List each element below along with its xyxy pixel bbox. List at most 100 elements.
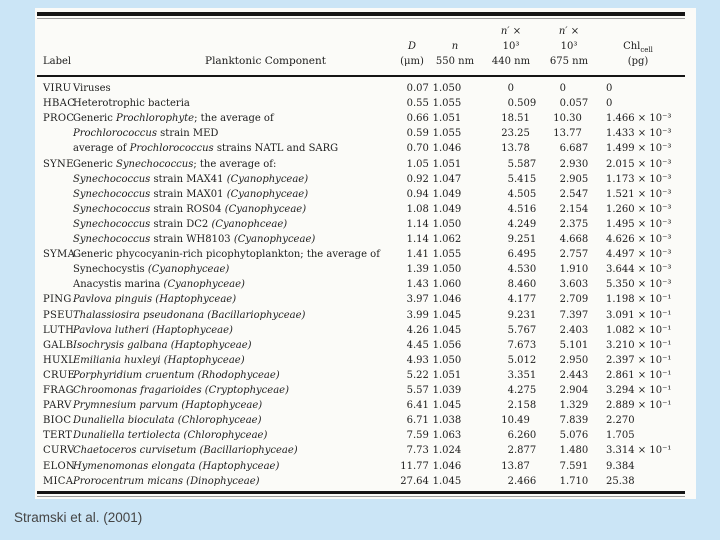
cell-n675: 1.910 bbox=[559, 264, 589, 276]
cell-chl: 0 bbox=[606, 83, 613, 94]
cell-chl: 1.466 × 10⁻³ bbox=[606, 113, 672, 125]
cell-n550: 1.060 bbox=[432, 279, 462, 291]
column-header-n440: n′ × 10³ 440 nm bbox=[491, 26, 531, 67]
cell-n440: 5.415 bbox=[507, 173, 537, 185]
table-top-rule bbox=[37, 12, 685, 16]
cell-d: 5.57 bbox=[406, 385, 429, 396]
cell-n675: 10.30 bbox=[553, 113, 582, 125]
cell-n675: 2.547 bbox=[559, 188, 589, 200]
cell-n550: 1.049 bbox=[432, 203, 462, 215]
cell-component: Synechococcus strain WH8103 (Cyanophycea… bbox=[73, 234, 316, 245]
cell-chl: 1.173 × 10⁻³ bbox=[606, 173, 672, 185]
table-row: MICA Prorocentrum micans (Dinophyceae) 27.… bbox=[35, 474, 696, 489]
cell-chl: 3.091 × 10⁻¹ bbox=[606, 309, 672, 321]
cell-component: Generic phycocyanin-rich picophytoplankt… bbox=[73, 249, 380, 261]
cell-n440: 0 bbox=[507, 83, 514, 94]
table-row: PSEU Thalassiosira pseudonana (Bacillario… bbox=[35, 308, 696, 323]
table-row: HBAC Heterotrophic bacteria 0.55 1.055 0.509… bbox=[35, 96, 696, 111]
cell-n440: 4.516 bbox=[507, 203, 537, 215]
cell-d: 3.99 bbox=[406, 309, 429, 321]
cell-d: 1.14 bbox=[406, 234, 429, 245]
cell-component: Prymnesium parvum (Haptophyceae) bbox=[73, 400, 263, 412]
cell-n440: 8.460 bbox=[507, 279, 537, 291]
cell-n675: 7.397 bbox=[559, 309, 589, 321]
table-row: CURV Chaetoceros curvisetum (Bacillarioph… bbox=[35, 443, 696, 458]
cell-n550: 1.038 bbox=[432, 415, 462, 427]
cell-d: 3.97 bbox=[406, 294, 429, 306]
cell-component: Hymenomonas elongata (Haptophyceae) bbox=[73, 460, 280, 472]
cell-label: BIOC bbox=[43, 415, 72, 427]
header-component-text: Planktonic Component bbox=[205, 55, 327, 67]
cell-n440: 23.25 bbox=[501, 128, 530, 140]
cell-n440: 4.249 bbox=[507, 218, 537, 230]
cell-n550: 1.056 bbox=[432, 339, 462, 351]
table-row: Prochlorococcus strain MED 0.59 1.055 23.25… bbox=[35, 126, 696, 141]
cell-n550: 1.062 bbox=[432, 234, 462, 245]
table-row: PING Pavlova pinguis (Haptophyceae) 3.97 1.… bbox=[35, 292, 696, 307]
cell-chl: 4.626 × 10⁻³ bbox=[606, 234, 672, 245]
cell-n440: 7.673 bbox=[507, 339, 537, 351]
table-row: CRUE Porphyridium cruentum (Rhodophyceae)… bbox=[35, 368, 696, 383]
cell-n550: 1.050 bbox=[432, 354, 462, 366]
table-row: Synechococcus strain MAX01 (Cyanophyceae… bbox=[35, 187, 696, 202]
cell-n675: 5.076 bbox=[559, 430, 589, 442]
cell-d: 1.43 bbox=[406, 279, 429, 291]
header-separator-rule bbox=[37, 75, 685, 77]
cell-n440: 13.87 bbox=[501, 460, 530, 472]
cell-label: PROC bbox=[43, 113, 75, 125]
cell-d: 1.05 bbox=[406, 158, 429, 170]
cell-n675: 1.480 bbox=[559, 445, 589, 457]
cell-d: 7.73 bbox=[406, 445, 429, 457]
cell-component: Synechococcus strain DC2 (Cyanophceae) bbox=[73, 218, 288, 230]
cell-chl: 2.270 bbox=[606, 415, 635, 427]
cell-label: SYNE bbox=[43, 158, 74, 170]
cell-n550: 1.055 bbox=[432, 98, 462, 110]
cell-d: 11.77 bbox=[400, 460, 429, 472]
cell-d: 0.59 bbox=[406, 128, 429, 140]
cell-label: VIRU bbox=[43, 83, 72, 94]
cell-d: 4.93 bbox=[406, 354, 429, 366]
cell-n550: 1.046 bbox=[432, 143, 462, 155]
cell-label: TERT bbox=[43, 430, 73, 442]
column-header-component: Planktonic Component bbox=[205, 54, 326, 69]
cell-n440: 10.49 bbox=[501, 415, 530, 427]
cell-n550: 1.050 bbox=[432, 218, 462, 230]
cell-n675: 2.930 bbox=[559, 158, 589, 170]
cell-label: GALB bbox=[43, 339, 74, 351]
cell-chl: 1.082 × 10⁻¹ bbox=[606, 324, 672, 336]
cell-chl: 9.384 bbox=[606, 460, 635, 472]
table-row: TERT Dunaliella tertiolecta (Chlorophycea… bbox=[35, 428, 696, 443]
cell-n440: 3.351 bbox=[507, 369, 537, 381]
cell-d: 0.92 bbox=[406, 173, 429, 185]
cell-d: 5.22 bbox=[406, 369, 429, 381]
cell-n440: 2.466 bbox=[507, 475, 537, 487]
column-header-chl: Chlcell (pg) bbox=[623, 41, 653, 67]
cell-chl: 1.260 × 10⁻³ bbox=[606, 203, 672, 215]
cell-n550: 1.051 bbox=[432, 369, 462, 381]
table-row: Synechocystis (Cyanophyceae) 1.39 1.050 4.5… bbox=[35, 262, 696, 277]
table-row: Synechococcus strain MAX41 (Cyanophyceae… bbox=[35, 172, 696, 187]
cell-component: Chroomonas fragarioides (Cryptophyceae) bbox=[73, 385, 289, 396]
cell-n675: 5.101 bbox=[559, 339, 589, 351]
cell-d: 0.07 bbox=[406, 83, 429, 94]
table-row: Synechococcus strain ROS04 (Cyanophyceae… bbox=[35, 202, 696, 217]
cell-n675: 2.443 bbox=[559, 369, 589, 381]
cell-component: Heterotrophic bacteria bbox=[73, 98, 190, 110]
table-row: ELON Hymenomonas elongata (Haptophyceae) 1… bbox=[35, 459, 696, 474]
citation-text: Stramski et al. (2001) bbox=[14, 510, 143, 525]
cell-n675: 7.591 bbox=[559, 460, 589, 472]
cell-n440: 0.509 bbox=[507, 98, 537, 110]
cell-label: CURV bbox=[43, 445, 75, 457]
cell-label: HUXL bbox=[43, 354, 76, 366]
cell-chl: 0 bbox=[606, 98, 613, 110]
header-label-text: Label bbox=[43, 56, 72, 67]
cell-chl: 4.497 × 10⁻³ bbox=[606, 249, 672, 261]
cell-label: PSEU bbox=[43, 309, 74, 321]
cell-component: Emiliania huxleyi (Haptophyceae) bbox=[73, 354, 245, 366]
cell-chl: 25.38 bbox=[606, 475, 635, 487]
cell-component: Synechococcus strain ROS04 (Cyanophyceae… bbox=[73, 203, 307, 215]
cell-label: HBAC bbox=[43, 98, 76, 110]
cell-d: 1.41 bbox=[406, 249, 429, 261]
cell-n675: 1.710 bbox=[559, 475, 589, 487]
cell-n675: 2.950 bbox=[559, 354, 589, 366]
